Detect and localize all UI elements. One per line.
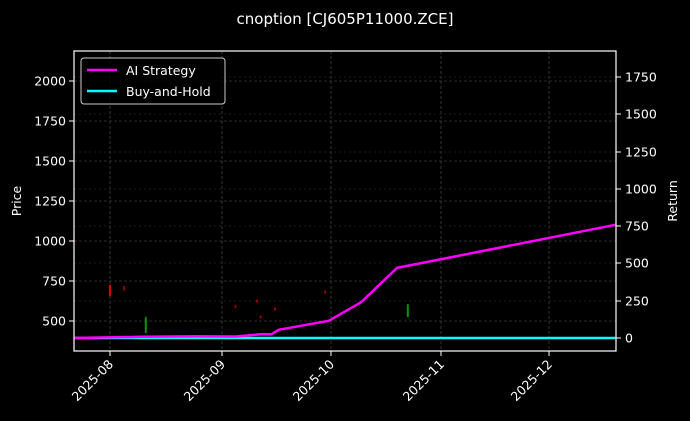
legend-label-ai-strategy: AI Strategy	[126, 63, 196, 78]
y-right-tick-label: 500	[625, 256, 649, 271]
y-right-tick-label: 0	[625, 331, 633, 346]
y-left-tick-label: 1250	[34, 194, 66, 209]
x-tick-label: 2025-11	[400, 357, 448, 405]
trade-markers	[73, 239, 409, 334]
legend-label-buy-and-hold: Buy-and-Hold	[126, 84, 211, 99]
y-right-tick-label: 250	[625, 294, 649, 309]
y-left-tick-label: 1750	[34, 114, 66, 129]
y-right-tick-label: 1250	[625, 145, 657, 160]
y-left-tick-label: 1000	[34, 234, 66, 249]
y-right-tick-label: 750	[625, 219, 649, 234]
series-lines	[73, 223, 617, 340]
y-left-tick-label: 750	[42, 274, 66, 289]
x-tick-label: 2025-08	[69, 356, 117, 404]
series-line-ai-strategy	[73, 223, 617, 340]
x-tick-label: 2025-09	[181, 356, 229, 404]
x-tick-label: 2025-12	[508, 357, 556, 405]
y-right-tick-label: 1500	[625, 107, 657, 122]
y-right-tick-label: 1750	[625, 70, 657, 85]
x-axis: 2025-08 2025-09 2025-10 2025-11 2025-12	[69, 351, 556, 405]
y-left-tick-label: 500	[42, 314, 66, 329]
y-left-tick-label: 2000	[34, 74, 66, 89]
y-axis-left: 500 750 1000 1250 1500 1750 2000	[34, 74, 74, 329]
y-axis-right-label: Return	[665, 180, 680, 221]
legend: AI Strategy Buy-and-Hold	[80, 57, 226, 105]
y-left-tick-label: 1500	[34, 154, 66, 169]
x-tick-label: 2025-10	[290, 356, 338, 404]
y-right-tick-label: 1000	[625, 182, 657, 197]
y-axis-left-label: Price	[9, 185, 24, 216]
chart-title: cnoption [CJ605P11000.ZCE]	[237, 10, 454, 28]
y-axis-right: 0 250 500 750 1000 1250 1500 1750	[616, 70, 657, 346]
